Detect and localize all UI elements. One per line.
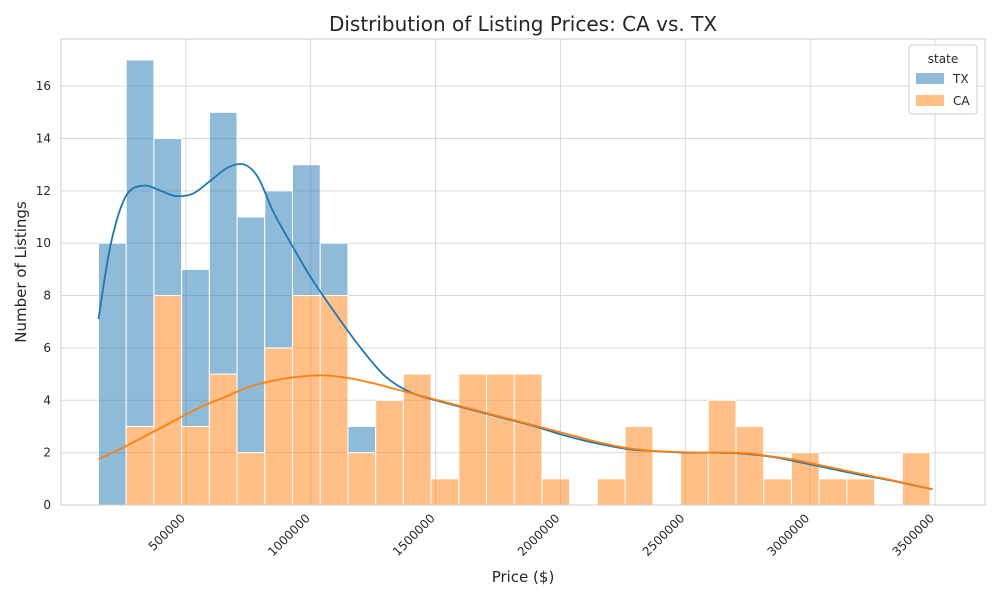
- x-axis-title: Price ($): [492, 568, 555, 586]
- bar-ca: [264, 347, 293, 506]
- bar-tx: [181, 268, 210, 427]
- bar-ca: [763, 478, 792, 506]
- bar-ca: [846, 478, 876, 506]
- x-tick-label: 1500000: [390, 511, 438, 559]
- bar-ca: [319, 295, 349, 506]
- x-tick-label: 3500000: [889, 511, 937, 559]
- plot-frame: [60, 38, 986, 506]
- legend-label-ca: CA: [953, 94, 970, 108]
- bar-ca: [901, 452, 931, 506]
- y-tick-label: 14: [36, 131, 51, 145]
- legend-title: state: [928, 52, 958, 66]
- legend: state TX CA: [908, 44, 978, 115]
- bar-tx: [319, 242, 349, 297]
- x-tick-label: 2500000: [640, 511, 688, 559]
- y-tick-label: 0: [43, 498, 51, 512]
- bar-tx: [291, 164, 321, 297]
- y-tick-label: 6: [43, 341, 51, 355]
- x-tick-label: 1000000: [265, 511, 313, 559]
- legend-label-tx: TX: [952, 72, 969, 86]
- kde-curves: [97, 163, 933, 491]
- bar-ca: [513, 373, 543, 506]
- y-tick-label: 12: [36, 184, 51, 198]
- x-tick-label: 2000000: [515, 511, 563, 559]
- bar-tx: [264, 190, 293, 349]
- y-axis-title: Number of Listings: [12, 201, 30, 343]
- bar-tx: [125, 59, 155, 427]
- bar-tx: [236, 216, 266, 454]
- y-tick-label: 10: [36, 236, 51, 250]
- bar-ca: [402, 373, 432, 506]
- bar-tx: [347, 425, 377, 454]
- y-tick-label: 2: [43, 446, 51, 460]
- x-tick-label: 3000000: [765, 511, 813, 559]
- y-tick-label: 16: [36, 79, 51, 93]
- bar-tx: [153, 137, 183, 297]
- legend-items: TX CA: [916, 72, 970, 108]
- x-tick-label: 500000: [146, 511, 188, 553]
- bar-ca: [430, 478, 460, 506]
- bar-ca: [596, 478, 626, 506]
- bar-ca: [458, 373, 488, 506]
- bar-ca: [735, 425, 765, 506]
- bar-ca: [818, 478, 848, 506]
- bar-tx: [208, 111, 238, 375]
- bar-ca: [291, 295, 321, 506]
- bar-ca: [541, 478, 571, 506]
- bar-ca: [624, 425, 654, 506]
- bar-ca: [153, 295, 183, 506]
- bar-ca: [347, 452, 377, 506]
- bar-ca: [486, 373, 515, 506]
- legend-swatch-ca: [916, 95, 944, 106]
- bar-tx: [97, 242, 127, 506]
- histogram-bars: [97, 59, 931, 506]
- bar-ca: [236, 452, 266, 506]
- bar-ca: [680, 452, 709, 506]
- bar-ca: [375, 399, 404, 506]
- legend-swatch-tx: [916, 73, 944, 84]
- bar-ca: [181, 425, 210, 506]
- kde-line-ca: [98, 374, 933, 491]
- chart-title: Distribution of Listing Prices: CA vs. T…: [329, 12, 717, 36]
- y-tick-label: 8: [43, 289, 51, 303]
- y-tick-label: 4: [43, 393, 51, 407]
